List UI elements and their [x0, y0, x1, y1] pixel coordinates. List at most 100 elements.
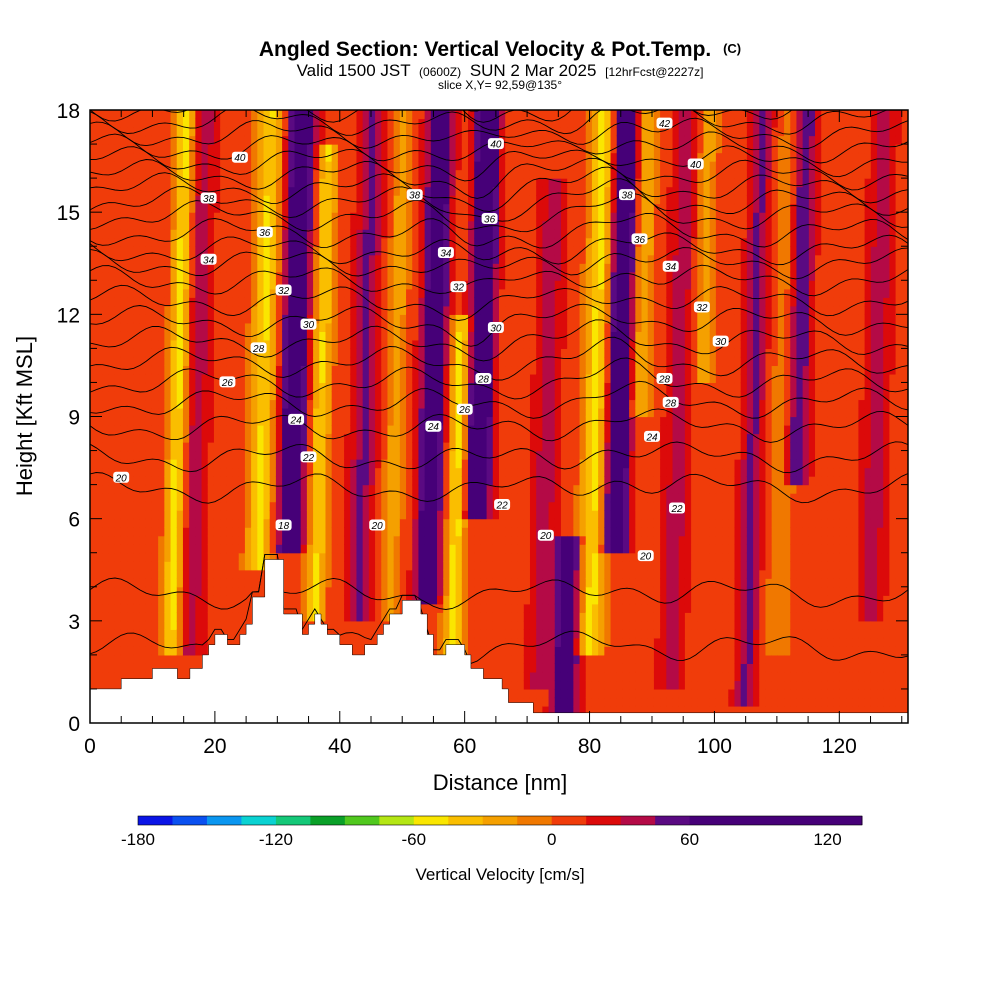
velocity-cell [96, 297, 103, 307]
velocity-cell [288, 603, 296, 613]
velocity-cell [455, 382, 463, 392]
velocity-cell [275, 322, 283, 332]
velocity-cell [288, 246, 296, 256]
velocity-cell [102, 373, 110, 384]
velocity-cell [257, 569, 265, 579]
velocity-cell [251, 501, 258, 511]
velocity-cell [331, 501, 339, 511]
velocity-cell [319, 161, 327, 171]
velocity-cell [461, 339, 469, 349]
velocity-cell [505, 518, 512, 528]
velocity-cell [90, 467, 97, 477]
velocity-cell [356, 407, 364, 418]
velocity-cell [213, 407, 221, 418]
velocity-cell [505, 680, 512, 690]
velocity-cell [375, 152, 382, 162]
velocity-cell [244, 322, 252, 332]
velocity-cell [96, 144, 103, 154]
velocity-cell [331, 493, 339, 503]
velocity-cell [195, 629, 203, 639]
velocity-cell [480, 305, 488, 315]
velocity-cell [226, 161, 234, 171]
velocity-cell [443, 229, 451, 239]
velocity-cell [195, 305, 203, 315]
velocity-cell [213, 212, 221, 222]
velocity-cell [108, 552, 116, 562]
velocity-cell [238, 603, 246, 613]
velocity-cell [139, 331, 147, 341]
velocity-cell [232, 535, 240, 545]
velocity-cell [151, 229, 159, 239]
velocity-cell [151, 237, 159, 247]
velocity-cell [412, 561, 420, 571]
velocity-cell [399, 288, 407, 298]
velocity-cell [319, 442, 327, 452]
velocity-cell [176, 356, 184, 367]
velocity-cell [145, 595, 153, 605]
velocity-cell [294, 118, 302, 128]
velocity-cell [220, 186, 227, 196]
velocity-cell [455, 510, 463, 520]
velocity-cell [468, 416, 475, 426]
velocity-cell [480, 484, 488, 494]
velocity-cell [263, 178, 271, 188]
velocity-cell [213, 595, 221, 605]
velocity-cell [437, 399, 444, 409]
velocity-cell [511, 433, 519, 443]
velocity-cell [480, 144, 488, 154]
velocity-cell [201, 552, 209, 562]
velocity-cell [480, 433, 488, 443]
velocity-cell [164, 169, 172, 179]
velocity-cell [244, 186, 252, 196]
velocity-cell [505, 433, 512, 443]
velocity-cell [139, 629, 147, 639]
velocity-cell [468, 552, 475, 562]
velocity-cell [226, 433, 234, 443]
velocity-cell [511, 612, 519, 622]
velocity-cell [474, 578, 482, 588]
velocity-cell [381, 322, 389, 332]
velocity-cell [418, 433, 426, 443]
velocity-cell [306, 169, 314, 179]
velocity-cell [133, 254, 141, 264]
velocity-cell [90, 263, 97, 273]
velocity-cell [499, 671, 506, 682]
velocity-cell [449, 254, 457, 264]
velocity-cell [468, 629, 475, 639]
velocity-cell [344, 467, 351, 477]
velocity-cell [282, 314, 289, 324]
velocity-cell [120, 339, 128, 349]
velocity-cell [164, 459, 172, 469]
velocity-cell [486, 569, 494, 579]
velocity-cell [443, 373, 451, 384]
velocity-cell [151, 535, 159, 545]
velocity-cell [443, 484, 451, 494]
velocity-cell [288, 493, 296, 503]
velocity-cell [412, 493, 420, 503]
velocity-cell [226, 314, 234, 324]
velocity-cell [226, 510, 234, 520]
velocity-cell [399, 459, 407, 469]
velocity-cell [238, 237, 246, 247]
velocity-cell [257, 356, 265, 367]
velocity-cell [368, 637, 376, 647]
velocity-cell [406, 220, 413, 230]
velocity-cell [362, 501, 370, 511]
velocity-cell [474, 484, 482, 494]
velocity-cell [114, 527, 122, 537]
velocity-cell [468, 203, 475, 213]
velocity-cell [356, 629, 364, 639]
velocity-cell [207, 118, 215, 128]
velocity-cell [468, 339, 475, 349]
velocity-cell [207, 271, 215, 281]
velocity-cell [331, 603, 339, 613]
velocity-cell [461, 110, 469, 120]
velocity-cell [337, 544, 345, 554]
velocity-cell [437, 561, 444, 571]
velocity-cell [511, 127, 519, 137]
velocity-cell [263, 348, 271, 358]
velocity-cell [486, 552, 494, 562]
velocity-cell [443, 254, 451, 264]
velocity-cell [368, 416, 376, 426]
velocity-cell [511, 135, 519, 145]
